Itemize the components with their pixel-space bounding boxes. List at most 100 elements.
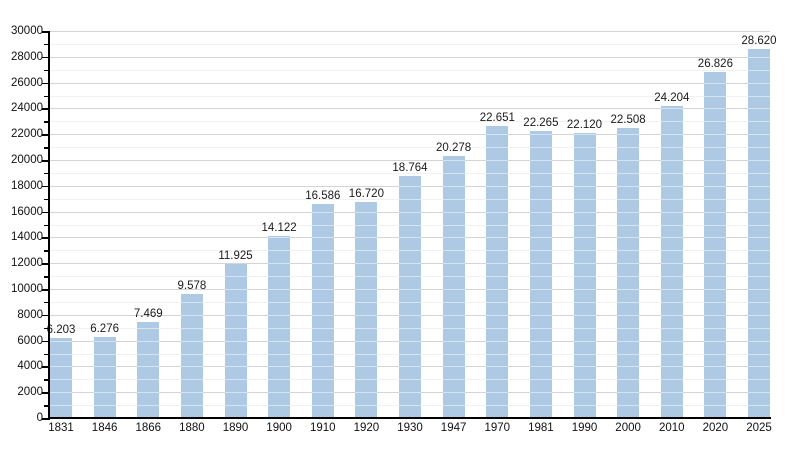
bar [660,105,683,418]
y-major-tick [42,108,48,110]
y-minor-tick [44,250,48,252]
gridline-overlay [50,237,770,238]
y-major-tick [42,211,48,214]
bar-value-label: 16.720 [348,188,384,201]
x-axis-line [48,417,771,419]
x-tick-label: 1866 [135,422,162,434]
gridline-overlay [50,341,770,342]
y-minor-tick [44,43,48,46]
x-tick-label: 1831 [48,422,74,434]
y-minor-tick [44,172,48,175]
bar [442,156,465,418]
bar [180,294,203,418]
gridline-overlay [50,379,770,380]
y-tick-label: 22000 [11,128,43,141]
x-tick-label: 1846 [91,422,118,434]
bar [50,338,72,418]
y-tick-label: 10000 [11,283,43,295]
gridline-overlay [50,392,770,393]
y-minor-tick [44,198,48,201]
x-tick-label: 2020 [702,422,729,434]
y-tick-label: 2000 [17,386,43,399]
bar [399,175,421,418]
y-major-tick [42,82,48,85]
y-minor-tick [44,121,48,123]
bar [486,125,509,418]
x-tick-label: 1880 [179,422,205,434]
x-tick-label: 1990 [571,422,598,434]
gridline-overlay [50,289,770,290]
y-tick-label: 8000 [17,308,43,321]
y-minor-tick [44,147,48,149]
bar-value-label: 28.620 [741,34,777,47]
bar [617,127,640,418]
bar-value-label: 18.764 [392,161,428,174]
y-tick-label: 16000 [11,205,43,218]
y-major-tick [42,263,48,265]
y-tick-label: 24000 [11,102,43,115]
y-major-tick [42,134,48,136]
y-major-tick [42,366,48,368]
y-tick-label: 14000 [11,231,43,244]
x-tick-label: 1947 [440,422,467,434]
gridline-overlay [50,44,770,45]
x-tick-label: 1981 [528,422,554,434]
gridline-overlay [50,31,770,32]
bar [704,71,727,418]
bar-value-label: 22.508 [610,113,646,126]
y-tick-label: 20000 [11,154,43,166]
y-minor-tick [44,301,48,304]
bar [311,204,334,418]
bar [93,337,116,418]
bar [137,321,160,418]
x-tick-label: 1920 [353,422,380,434]
bar [573,132,596,418]
x-tick-label: 1910 [310,422,336,434]
x-tick-label: 1970 [484,422,511,434]
bar-value-label: 26.826 [697,57,733,70]
gridline-overlay [50,83,770,84]
y-major-tick [42,314,48,317]
plot-area: 6.203 6.276 7.469 9.578 11.925 14.122 16.586 16… [47,31,777,418]
y-tick-label: 4000 [17,360,43,373]
bar-value-label: 6.276 [90,323,119,335]
bar [268,235,291,418]
y-major-tick [42,31,48,33]
bar [748,48,770,418]
bar-value-label: 22.651 [479,111,515,124]
gridline-overlay [50,108,770,109]
y-minor-tick [44,353,48,355]
y-minor-tick [44,327,48,330]
y-major-tick [42,289,48,291]
gridline-overlay [50,225,770,226]
y-major-tick [42,392,48,394]
y-tick-label: 28000 [11,50,43,63]
gridline-overlay [50,134,770,135]
y-major-tick [42,185,48,188]
x-tick-label: 1900 [266,422,292,434]
y-tick-label: 26000 [11,76,43,89]
bar-value-label: 24.204 [654,91,690,104]
y-minor-tick [44,95,48,97]
bar-value-label: 22.120 [566,118,603,131]
y-major-tick [42,340,48,343]
bar [355,202,378,418]
bar-value-label: 14.122 [261,221,297,234]
y-minor-tick [44,405,48,407]
gridline-overlay [50,315,770,316]
y-major-tick [42,160,48,162]
gridline-overlay [50,276,770,277]
bar-value-label: 22.265 [523,116,559,129]
bar-value-label: 20.278 [436,142,472,155]
gridline-overlay [50,405,770,406]
y-minor-tick [44,379,48,381]
y-tick-label: 12000 [11,257,43,270]
bar-value-label: 11.925 [218,250,253,263]
gridline-overlay [50,186,770,187]
gridline-overlay [50,263,770,264]
gridline-overlay [50,70,770,71]
gridline-overlay [50,147,770,148]
y-axis-line [48,31,50,420]
gridline-overlay [50,354,770,355]
